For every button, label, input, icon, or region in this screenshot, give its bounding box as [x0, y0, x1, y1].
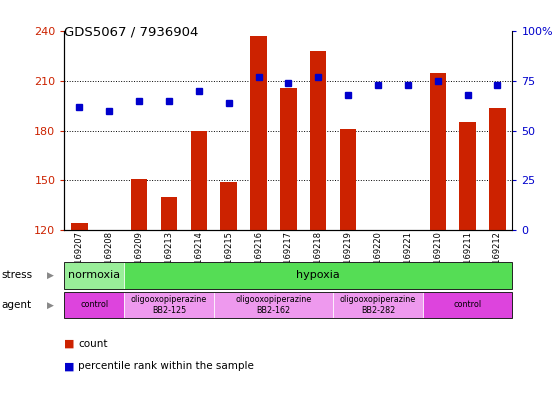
Bar: [310, 51, 326, 230]
Bar: [280, 88, 297, 230]
Bar: [190, 130, 207, 230]
Text: GDS5067 / 7936904: GDS5067 / 7936904: [64, 26, 199, 39]
Bar: [489, 108, 506, 230]
Text: ■: ■: [64, 339, 75, 349]
Bar: [161, 197, 177, 230]
Text: control: control: [80, 301, 108, 309]
Text: hypoxia: hypoxia: [296, 270, 340, 281]
Text: oligooxopiperazine
BB2-162: oligooxopiperazine BB2-162: [235, 295, 311, 315]
Bar: [250, 37, 267, 230]
Text: normoxia: normoxia: [68, 270, 120, 281]
Text: oligooxopiperazine
BB2-282: oligooxopiperazine BB2-282: [340, 295, 416, 315]
Text: control: control: [454, 301, 482, 309]
Text: ▶: ▶: [46, 301, 53, 309]
Bar: [459, 122, 476, 230]
Bar: [131, 179, 147, 230]
Text: oligooxopiperazine
BB2-125: oligooxopiperazine BB2-125: [131, 295, 207, 315]
Text: ▶: ▶: [46, 271, 53, 280]
Text: count: count: [78, 339, 108, 349]
Text: ■: ■: [64, 361, 75, 371]
Bar: [340, 129, 356, 230]
Bar: [71, 223, 87, 230]
Bar: [221, 182, 237, 230]
Text: stress: stress: [1, 270, 32, 281]
Text: agent: agent: [1, 300, 31, 310]
Bar: [430, 73, 446, 230]
Text: percentile rank within the sample: percentile rank within the sample: [78, 361, 254, 371]
